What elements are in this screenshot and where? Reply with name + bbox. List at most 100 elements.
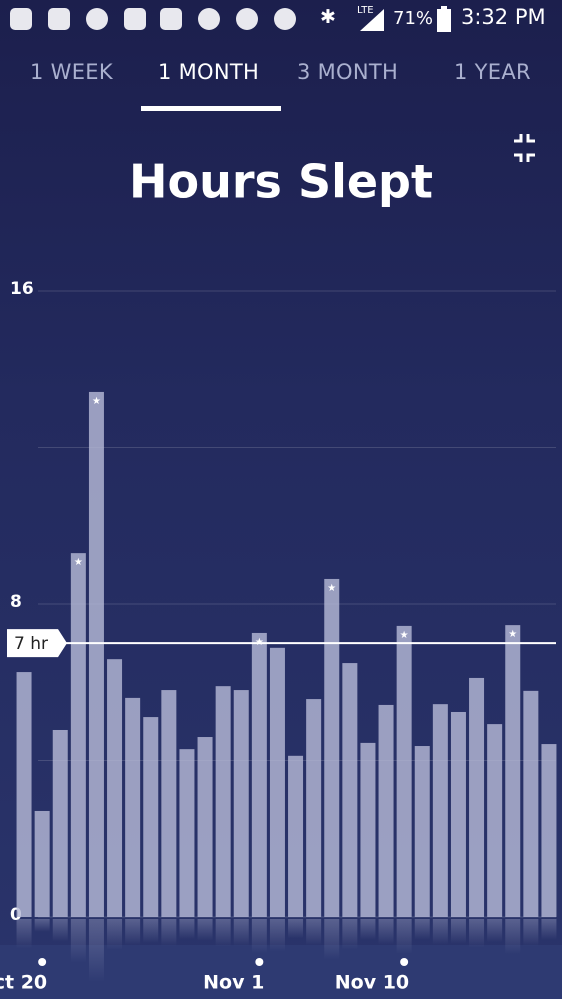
goal-star: ★ — [400, 630, 409, 641]
goal-label-box — [7, 629, 67, 658]
goal-label: 7 hr — [14, 634, 48, 654]
notification-icon — [160, 8, 182, 30]
notification-icon — [198, 8, 220, 30]
bar-reflection — [16, 919, 32, 949]
bar-reflection — [70, 919, 86, 963]
notification-icon — [10, 8, 32, 30]
bar — [450, 711, 466, 917]
notification-icon — [48, 8, 70, 30]
bar-reflection — [541, 919, 557, 940]
y-tick-label: 8 — [10, 592, 22, 612]
bar — [125, 697, 141, 917]
battery-level: 71% — [393, 8, 434, 29]
bar-reflection — [378, 919, 394, 945]
bar — [233, 690, 249, 917]
goal-star: ★ — [508, 629, 517, 640]
bar-reflection — [324, 919, 340, 960]
signal-icon — [360, 9, 384, 31]
bar-reflection — [161, 919, 177, 947]
bar — [251, 632, 267, 917]
x-tick-label: Nov 10 — [335, 972, 409, 994]
bar-reflection — [288, 919, 304, 939]
bar — [324, 578, 340, 917]
bar-reflection — [233, 919, 249, 947]
bar — [161, 690, 177, 917]
bar — [342, 663, 358, 917]
bar — [107, 659, 123, 917]
y-tick-label: 16 — [10, 279, 34, 299]
chart-title: Hours Slept — [129, 155, 433, 209]
bar-reflection — [107, 919, 123, 950]
bar-reflection — [396, 919, 412, 954]
bar — [143, 717, 159, 917]
bar-reflection — [52, 919, 68, 942]
notification-icon — [236, 8, 258, 30]
battery-icon — [437, 6, 451, 32]
bar — [34, 810, 50, 917]
bar — [52, 729, 68, 917]
bar-reflection — [306, 919, 322, 946]
bluetooth-icon: ✱ — [320, 6, 336, 28]
x-tick-label: Nov 1 — [203, 972, 264, 994]
collapse-button[interactable] — [514, 134, 535, 162]
bar-reflection — [487, 919, 503, 943]
bar — [288, 755, 304, 917]
notification-icon — [274, 8, 296, 30]
bar-reflection — [523, 919, 539, 947]
range-tabs: 1 WEEK 1 MONTH 3 MONTH 1 YEAR — [0, 38, 562, 114]
bar — [432, 704, 448, 917]
tab[interactable]: 1 YEAR — [454, 60, 531, 84]
notification-icon — [86, 8, 108, 30]
bar — [269, 647, 285, 917]
selected-tab-indicator — [141, 106, 281, 111]
bar-reflection — [215, 919, 231, 947]
notification-icon — [124, 8, 146, 30]
bar — [523, 690, 539, 917]
tab[interactable]: 3 MONTH — [297, 60, 399, 84]
clock: 3:32 PM — [461, 5, 546, 29]
tab[interactable]: 1 MONTH — [158, 60, 260, 84]
network-type: LTE — [357, 5, 374, 16]
bar — [88, 391, 104, 917]
bar — [541, 744, 557, 917]
bar — [414, 746, 430, 917]
bar-reflection — [414, 919, 430, 940]
bar-reflection — [269, 919, 285, 952]
bar-reflection — [125, 919, 141, 946]
goal-star: ★ — [74, 557, 83, 568]
bar — [505, 625, 521, 917]
bar — [179, 749, 195, 917]
bar-reflection — [342, 919, 358, 950]
tab[interactable]: 1 WEEK — [30, 60, 113, 84]
bar-reflection — [197, 919, 213, 941]
x-tick-dot — [400, 958, 409, 966]
bar — [378, 704, 394, 917]
bar-reflection — [88, 919, 104, 983]
bar-reflection — [450, 919, 466, 944]
bar — [197, 737, 213, 917]
bar — [70, 553, 86, 917]
bar — [16, 672, 32, 917]
bar — [215, 686, 231, 917]
bar-reflection — [432, 919, 448, 945]
bar — [487, 724, 503, 917]
x-tick-label: Oct 20 — [0, 972, 47, 994]
bar-reflection — [251, 919, 267, 954]
bar — [469, 677, 485, 917]
goal-star: ★ — [327, 583, 336, 594]
bar-reflection — [360, 919, 376, 940]
status-bar: ✱ LTE 71% 3:32 PM — [0, 0, 562, 38]
x-tick-dot — [38, 958, 47, 966]
x-tick-dot — [255, 958, 264, 966]
bar-reflection — [179, 919, 195, 940]
bar-reflection — [143, 919, 159, 943]
bar-reflection — [469, 919, 485, 948]
bar-reflection — [505, 919, 521, 955]
bar-reflection — [34, 919, 50, 932]
goal-star: ★ — [92, 396, 101, 407]
bar — [306, 699, 322, 917]
bar — [396, 625, 412, 917]
bar — [360, 742, 376, 917]
